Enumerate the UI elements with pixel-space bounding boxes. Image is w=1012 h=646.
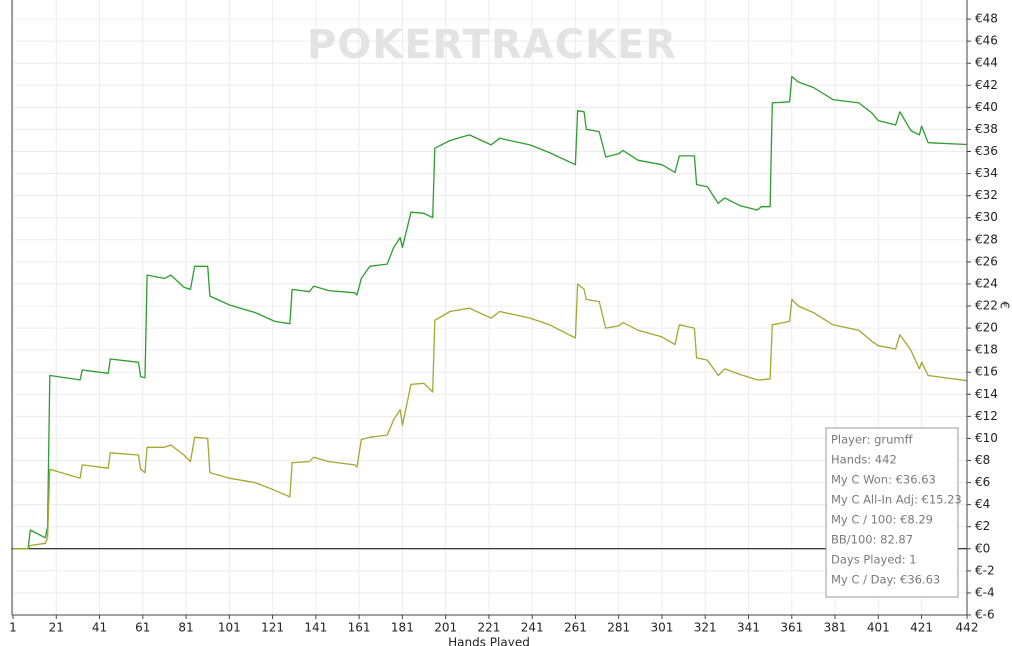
- y-tick-label: €6: [975, 475, 990, 489]
- x-tick-label: 401: [867, 621, 890, 635]
- y-tick-label: €44: [975, 56, 998, 70]
- y-tick-label: €18: [975, 343, 998, 357]
- x-tick-label: 121: [261, 621, 284, 635]
- y-axis-title: €: [998, 301, 1012, 309]
- info-line: Player: grumff: [831, 433, 914, 447]
- x-tick-label: 1: [9, 621, 17, 635]
- info-line: My C Won: €36.63: [831, 473, 936, 487]
- x-tick-label: 301: [651, 621, 674, 635]
- y-tick-label: €12: [975, 409, 998, 423]
- y-tick-label: €38: [975, 122, 998, 136]
- y-tick-label: €8: [975, 453, 990, 467]
- info-line: My C All-In Adj: €15.23: [831, 493, 962, 507]
- y-tick-label: €42: [975, 78, 998, 92]
- y-tick-label: €40: [975, 100, 998, 114]
- x-tick-label: 181: [391, 621, 414, 635]
- info-line: Days Played: 1: [831, 553, 917, 567]
- x-tick-label: 381: [824, 621, 847, 635]
- x-tick-label: 341: [737, 621, 760, 635]
- y-tick-label: €14: [975, 387, 998, 401]
- info-box-frame: [825, 427, 959, 598]
- info-line: BB/100: 82.87: [831, 533, 913, 547]
- y-tick-label: €36: [975, 144, 998, 158]
- y-tick-label: €16: [975, 365, 998, 379]
- y-tick-label: €28: [975, 232, 998, 246]
- watermark: POKERTRACKER: [307, 22, 677, 68]
- axes: €-6 €-4 €-2 €0 €2 €4 €6 €8 €10 €12 €14 €16 €18 €20 €22…: [9, 0, 998, 635]
- x-tick-label: 21: [49, 621, 64, 635]
- x-tick-label: 261: [564, 621, 587, 635]
- series-line: [13, 75, 968, 550]
- y-tick-label: €30: [975, 210, 998, 224]
- y-tick-label: €0: [975, 541, 990, 555]
- x-tick-label: 41: [92, 621, 107, 635]
- y-tick-label: €2: [975, 519, 990, 533]
- x-tick-label: 421: [910, 621, 933, 635]
- info-line: My C / 100: €8.29: [831, 513, 933, 527]
- y-tick-label: €48: [975, 12, 998, 26]
- y-tick-label: €4: [975, 497, 990, 511]
- y-tick-label: €20: [975, 321, 998, 335]
- info-line: My C / Day: €36.63: [831, 573, 940, 587]
- info-box: Player: grumff Hands: 442 My C Won: €36.63…: [825, 427, 962, 598]
- y-tick-label: €10: [975, 431, 998, 445]
- x-tick-label: 221: [477, 621, 500, 635]
- info-lines: Player: grumff Hands: 442 My C Won: €36.63…: [831, 433, 962, 587]
- x-tick-label: 321: [694, 621, 717, 635]
- y-tick-label: €-4: [975, 585, 995, 599]
- x-tick-label: 81: [178, 621, 193, 635]
- x-axis-title: Hands Played: [448, 636, 530, 646]
- x-tick-label: 281: [607, 621, 630, 635]
- x-tick-label: 241: [521, 621, 544, 635]
- y-tick-label: €34: [975, 166, 998, 180]
- y-tick-label: €-2: [975, 563, 995, 577]
- x-tick-label: 101: [218, 621, 241, 635]
- x-tick-label: 61: [135, 621, 150, 635]
- x-tick-label: 141: [304, 621, 327, 635]
- info-line: Hands: 442: [831, 453, 897, 467]
- grid: [12, 0, 968, 616]
- y-tick-label: €22: [975, 299, 998, 313]
- y-tick-label: €32: [975, 188, 998, 202]
- y-tick-label: €24: [975, 276, 998, 290]
- y-tick-label: €46: [975, 34, 998, 48]
- x-tick-label: 161: [348, 621, 371, 635]
- x-tick-label: 442: [956, 621, 979, 635]
- y-tick-label: €-6: [975, 608, 995, 622]
- x-tick-label: 361: [780, 621, 803, 635]
- series-line: [13, 283, 968, 550]
- y-tick-label: €26: [975, 254, 998, 268]
- series: [13, 75, 968, 550]
- x-tick-label: 201: [434, 621, 457, 635]
